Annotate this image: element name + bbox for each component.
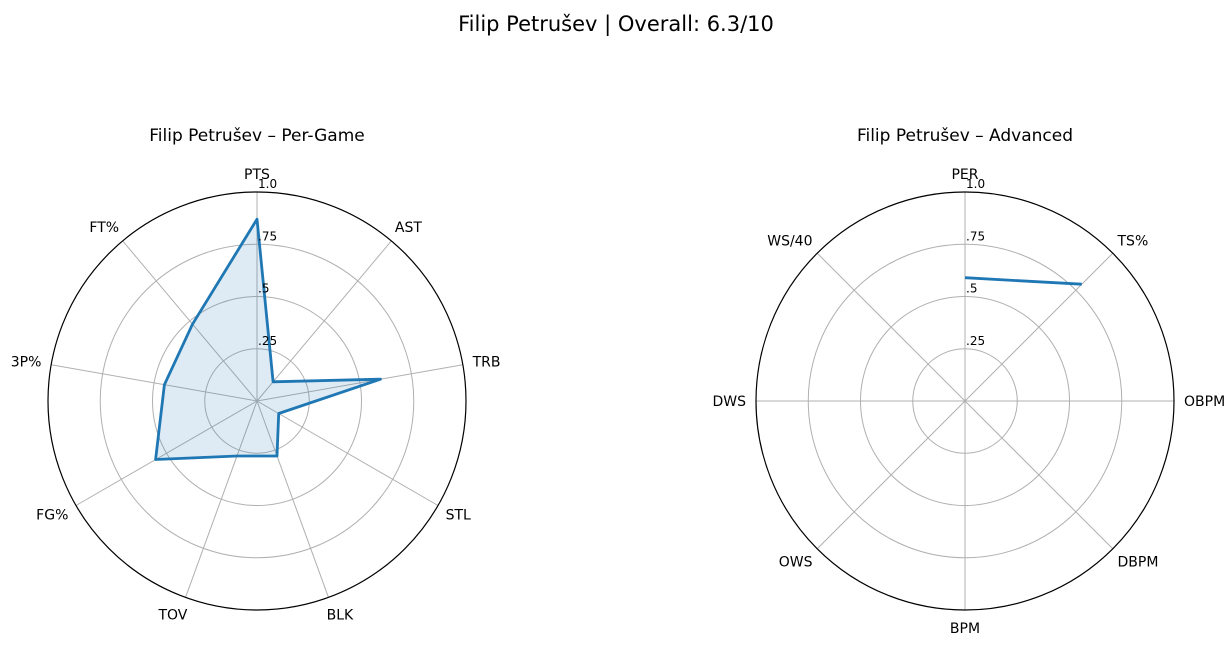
radar-per-game-spoke-5 [185,400,258,598]
radar-per-game-category-label: TRB [472,355,501,371]
radar-per-game-series-line [154,217,382,461]
radar-advanced-rtick-label: .75 [966,229,985,243]
figure-suptitle: Filip Petrušev | Overall: 6.3/10 [458,12,774,37]
radar-advanced-spoke-7 [816,252,966,402]
radar-per-game-frame [47,191,467,611]
radar-per-game-title: Filip Petrušev – Per-Game [149,126,365,146]
radar-advanced-category-label: BPM [950,621,980,637]
radar-advanced-category-label: PER [951,167,978,183]
radar-per-game-rtick-label: .25 [258,334,277,348]
radar-advanced-spoke-3 [964,400,1114,550]
radar-per-game-spoke-6 [75,400,258,506]
radar-advanced-frame [755,191,1175,611]
radar-advanced-rtick-label: .5 [966,282,977,296]
radar-per-game-spoke-7 [51,364,258,402]
radar-advanced-category-label: TS% [1117,234,1149,250]
radar-per-game-category-label: PTS [244,167,270,183]
radar-per-game-rtick-label: .75 [258,229,277,243]
radar-per-game-rtick-label: 1.0 [258,177,277,191]
radar-advanced-category-label: DBPM [1118,555,1159,571]
radar-advanced-rtick-label: .25 [966,334,985,348]
radar-per-game-category-label: FG% [36,508,68,524]
radar-advanced-category-label: WS/40 [767,234,812,250]
radar-per-game-category-label: 3P% [11,355,42,371]
radar-per-game-spoke-4 [256,400,329,598]
radar-per-game-category-label: TOV [157,607,187,623]
radar-per-game-spoke-1 [256,240,392,402]
radar-per-game-category-label: FT% [89,220,119,236]
radar-advanced-category-label: OBPM [1184,394,1225,410]
radar-per-game: Filip Petrušev – Per-Game .25 .5 .75 1.0PTS… [11,126,501,623]
radar-advanced-spoke-1 [964,252,1114,402]
radar-per-game-rtick-label: .5 [258,282,269,296]
radar-advanced-spoke-5 [816,400,966,550]
radar-per-game-spoke-3 [256,400,439,506]
radar-per-game-spoke-2 [256,364,463,402]
radar-advanced-series-line [964,276,1082,286]
radar-advanced-category-label: OWS [779,555,813,571]
radar-per-game-category-label: AST [395,220,422,236]
radar-advanced-rtick-label: 1.0 [966,177,985,191]
radar-advanced-category-label: DWS [712,394,746,410]
radar-per-game-category-label: BLK [327,607,354,623]
radar-advanced-title: Filip Petrušev – Advanced [857,126,1073,146]
radar-per-game-spoke-8 [122,240,258,402]
radar-advanced: Filip Petrušev – Advanced .25 .5 .75 1.0PER… [712,126,1225,637]
radar-per-game-category-label: STL [446,508,471,524]
